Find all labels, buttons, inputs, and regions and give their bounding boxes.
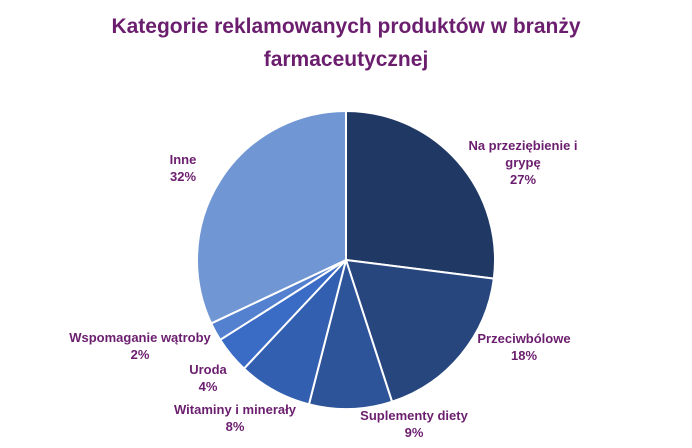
data-label-name: Suplementy diety (360, 408, 468, 423)
data-label-przeciwbolowe: Przeciwbólowe 18% (477, 331, 570, 363)
chart-title: Kategorie reklamowanych produktów w bran… (0, 10, 692, 76)
data-label-uroda: Uroda 4% (189, 362, 227, 394)
data-label-name: Witaminy i minerały (174, 402, 297, 417)
data-label-witaminy-i-mineraly: Witaminy i minerały 8% (174, 402, 297, 434)
data-label-percent: 8% (226, 419, 245, 434)
chart-title-line-1: Kategorie reklamowanych produktów w bran… (111, 15, 581, 38)
data-label-name: Przeciwbólowe (477, 331, 570, 346)
data-label-name: Wspomaganie wątroby (69, 330, 211, 345)
data-label-name: Uroda (189, 362, 227, 377)
pie-slice-inne (196, 110, 347, 325)
chart-title-line-2: farmaceutycznej (263, 48, 429, 71)
data-label-percent: 32% (170, 169, 196, 184)
data-label-percent: 27% (510, 172, 536, 187)
data-label-name: Na przeziębienie i (468, 138, 577, 153)
data-label-name: grypę (505, 155, 540, 170)
data-label-inne: Inne 32% (170, 152, 197, 184)
pie-slice-suplementy-diety (307, 259, 394, 410)
data-label-percent: 18% (511, 348, 537, 363)
data-label-percent: 2% (131, 347, 150, 362)
pie-slice-przeciwbolowe (345, 259, 495, 403)
pie-slice-na-przeziebienie-i-grype (345, 110, 496, 280)
data-label-name: Inne (170, 152, 197, 167)
data-label-suplementy-diety: Suplementy diety 9% (360, 408, 468, 440)
data-label-na-przeziebienie-i-grype: Na przeziębienie i grypę 27% (468, 138, 577, 187)
data-label-percent: 4% (199, 379, 218, 394)
data-label-wspomaganie-watroby: Wspomaganie wątroby 2% (69, 330, 211, 362)
data-label-percent: 9% (405, 425, 424, 440)
